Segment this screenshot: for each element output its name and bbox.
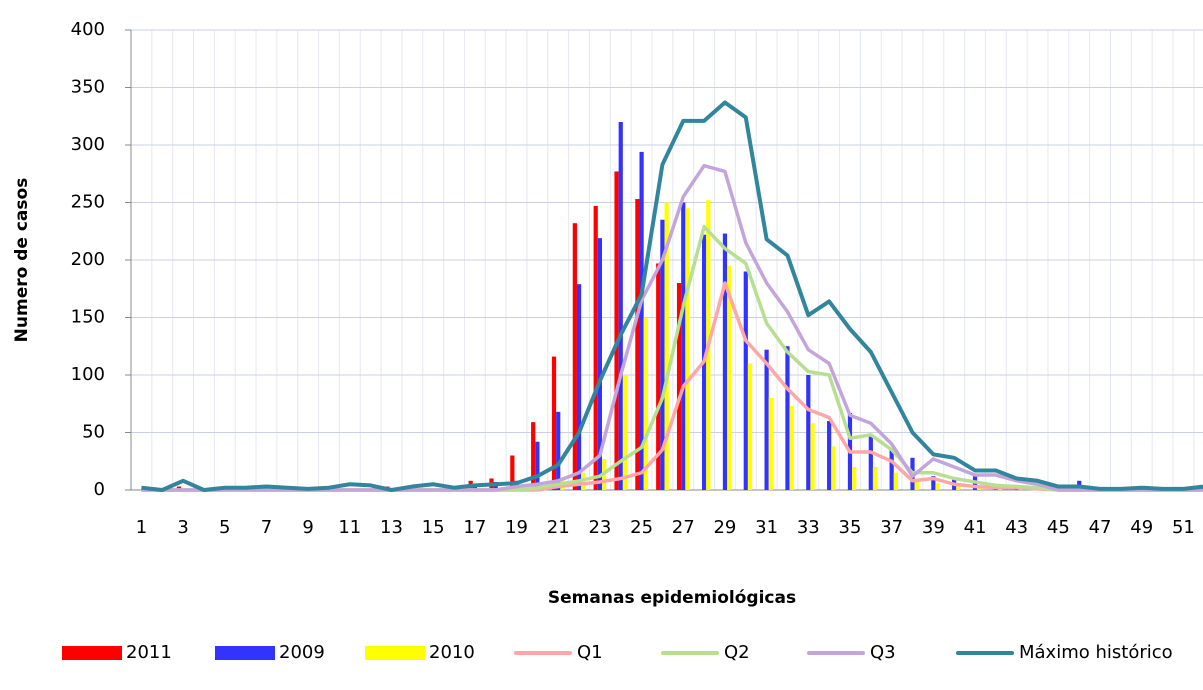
legend-label: 2011 <box>126 642 172 663</box>
x-tick-label: 21 <box>547 517 570 538</box>
legend-label: Máximo histórico <box>1019 642 1173 663</box>
x-tick-label: 51 <box>1172 517 1195 538</box>
bar <box>510 455 515 490</box>
bar <box>639 151 644 490</box>
bar <box>681 202 686 490</box>
legend-label: Q2 <box>724 642 750 663</box>
x-tick-label: 35 <box>839 517 862 538</box>
x-tick-label: 23 <box>588 517 611 538</box>
x-tick-label: 49 <box>1130 517 1153 538</box>
bar <box>535 441 540 490</box>
bar <box>868 434 873 490</box>
bar <box>914 480 919 490</box>
bar <box>556 411 561 490</box>
x-tick-label: 31 <box>755 517 778 538</box>
bar <box>597 238 602 490</box>
x-tick-label: 37 <box>880 517 903 538</box>
bar <box>872 467 878 490</box>
bar <box>576 284 582 490</box>
bar <box>664 202 669 490</box>
bar <box>614 171 619 490</box>
bar <box>956 484 961 490</box>
x-tick-label: 39 <box>922 517 945 538</box>
x-tick-label: 41 <box>964 517 987 538</box>
bar <box>531 422 536 490</box>
bar <box>656 263 661 490</box>
x-axis-title: Semanas epidemiológicas <box>548 588 796 608</box>
x-tick-label: 27 <box>672 517 695 538</box>
x-tick-label: 25 <box>630 517 653 538</box>
line <box>141 100 1203 492</box>
y-tick-label: 350 <box>71 77 105 98</box>
x-tick-label: 1 <box>136 517 147 538</box>
bar <box>889 449 894 490</box>
x-tick-label: 7 <box>261 517 272 538</box>
bar <box>768 398 773 490</box>
x-tick-label: 5 <box>219 517 230 538</box>
bar <box>747 363 753 490</box>
legend-label: Q1 <box>577 642 603 663</box>
bar <box>635 199 640 491</box>
bar <box>935 483 940 490</box>
x-tick-label: 17 <box>463 517 486 538</box>
legend-swatch <box>62 646 122 660</box>
bar <box>789 406 794 490</box>
x-tick-label: 45 <box>1047 517 1070 538</box>
bar <box>852 467 857 490</box>
x-tick-label: 29 <box>713 517 736 538</box>
bar <box>810 423 815 490</box>
bar <box>676 283 682 490</box>
line <box>141 163 1203 492</box>
bar <box>764 349 769 490</box>
y-tick-label: 50 <box>82 422 105 443</box>
x-tick-label: 3 <box>177 517 188 538</box>
legend-swatch <box>365 646 425 660</box>
bar <box>551 356 557 490</box>
legend-label: 2010 <box>429 642 475 663</box>
y-tick-label: 150 <box>71 307 105 328</box>
bar <box>727 265 732 490</box>
x-tick-label: 9 <box>302 517 313 538</box>
bar <box>743 271 748 490</box>
y-tick-label: 200 <box>71 249 105 270</box>
bar <box>831 446 836 490</box>
y-tick-label: 250 <box>71 192 105 213</box>
bar <box>806 375 811 490</box>
y-tick-label: 0 <box>94 479 105 500</box>
bar <box>827 421 832 490</box>
bar <box>722 233 728 491</box>
bar <box>572 223 577 490</box>
bar <box>785 346 790 490</box>
line <box>141 224 1203 492</box>
bar <box>618 122 623 490</box>
bar <box>622 375 628 490</box>
bar <box>893 472 898 490</box>
y-tick-label: 400 <box>71 19 105 40</box>
bar <box>593 205 598 490</box>
legend-swatch <box>215 646 275 660</box>
x-tick-label: 15 <box>422 517 445 538</box>
line <box>141 281 1203 492</box>
bar <box>660 219 665 490</box>
bar <box>685 208 690 490</box>
bar <box>931 476 936 490</box>
y-axis-title: Numero de casos <box>12 178 32 343</box>
y-tick-label: 100 <box>71 364 105 385</box>
x-tick-label: 43 <box>1005 517 1028 538</box>
x-tick-label: 19 <box>505 517 528 538</box>
x-tick-label: 47 <box>1089 517 1112 538</box>
y-tick-label: 300 <box>71 134 105 155</box>
x-tick-label: 13 <box>380 517 403 538</box>
legend-label: Q3 <box>870 642 896 663</box>
legend-label: 2009 <box>279 642 325 663</box>
x-tick-label: 11 <box>338 517 361 538</box>
x-tick-label: 33 <box>797 517 820 538</box>
bar <box>643 317 648 490</box>
